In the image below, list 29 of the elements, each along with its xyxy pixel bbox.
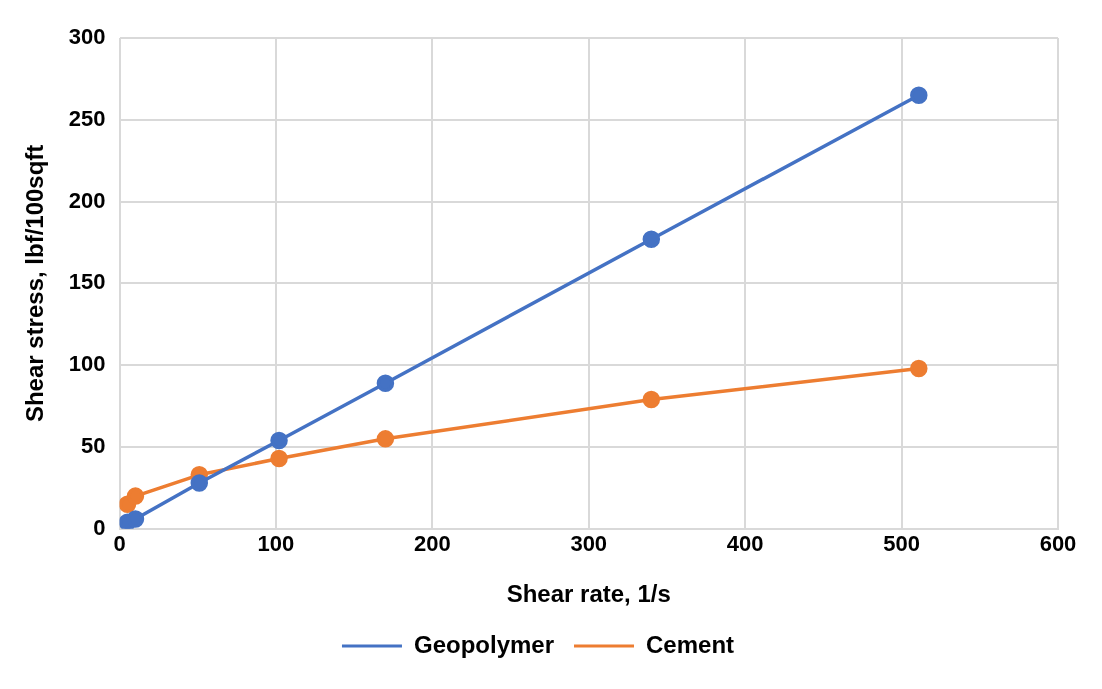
y-tick-label: 150: [68, 269, 106, 295]
point: [910, 359, 928, 378]
point: [910, 86, 928, 105]
point: [126, 510, 145, 528]
y-tick-label: 250: [68, 105, 106, 131]
point: [190, 474, 209, 492]
y-tick-label: 100: [68, 351, 106, 377]
x-tick-label: 100: [257, 531, 295, 557]
point: [642, 390, 661, 409]
point: [126, 487, 145, 505]
legend-label: Cement: [646, 630, 735, 658]
point: [270, 449, 288, 468]
x-axis-title: Shear rate, 1/s: [506, 580, 671, 608]
x-tick-label: 200: [413, 531, 451, 557]
point: [642, 230, 661, 248]
point: [376, 430, 395, 448]
y-axis-title: Shear stress, lbf/100sqft: [21, 144, 49, 423]
x-tick-label: 0: [113, 531, 126, 557]
y-tick-label: 300: [68, 24, 106, 50]
point: [270, 431, 288, 450]
x-tick-label: 500: [883, 531, 920, 557]
y-tick-label: 0: [93, 514, 106, 540]
legend-label: Geopolymer: [413, 630, 555, 658]
y-tick-label: 200: [68, 187, 106, 213]
x-tick-label: 600: [1039, 531, 1077, 557]
y-tick-label: 50: [81, 433, 106, 459]
x-tick-label: 300: [570, 531, 608, 557]
point: [376, 374, 395, 392]
x-tick-label: 400: [726, 531, 764, 557]
